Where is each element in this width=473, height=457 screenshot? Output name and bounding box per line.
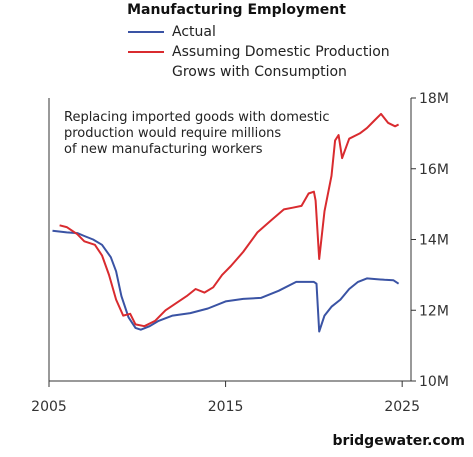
x-tick-label: 2005 — [31, 399, 67, 415]
y-tick-label: 14M — [419, 233, 449, 249]
y-tick-label: 10M — [419, 374, 449, 390]
y-tick-label: 18M — [419, 91, 449, 107]
y-tick-label: 12M — [419, 303, 449, 319]
legend-label-domestic-text: Assuming Domestic Production Grows with … — [172, 44, 390, 80]
series-line-actual — [52, 229, 400, 333]
chart-annotation-line: of new manufacturing workers — [64, 142, 263, 157]
legend-label-domestic: Assuming Domestic Production Grows with … — [172, 42, 412, 82]
y-tick-label: 16M — [419, 162, 449, 178]
chart-annotation-line: production would require millions — [64, 126, 281, 141]
x-tick-label: 2025 — [384, 399, 420, 415]
chart-annotation-line: Replacing imported goods with domestic — [64, 110, 330, 125]
chart-title: Manufacturing Employment — [127, 2, 346, 18]
brand-footer: bridgewater.com — [332, 433, 465, 449]
legend-label-actual: Actual — [172, 24, 216, 40]
x-tick-label: 2015 — [208, 399, 244, 415]
series-line-domestic — [59, 112, 400, 328]
legend-swatch-domestic — [128, 51, 164, 53]
legend-swatch-actual — [128, 31, 164, 33]
